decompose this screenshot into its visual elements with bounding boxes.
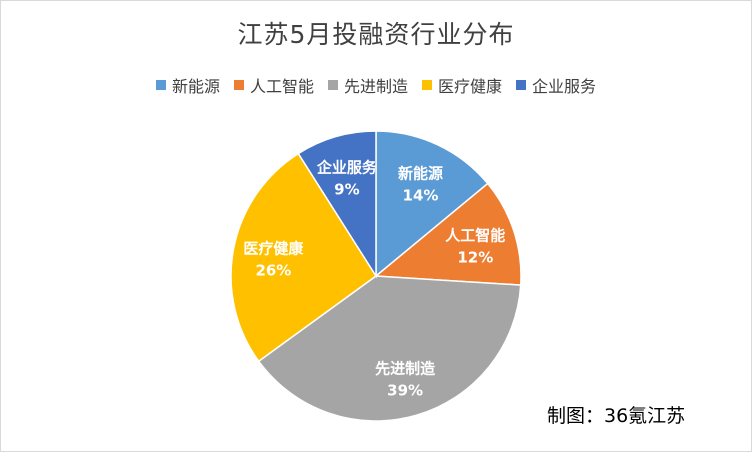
legend-swatch xyxy=(422,80,432,90)
slice-category-label: 先进制造 xyxy=(375,359,435,377)
slice-healthcare xyxy=(230,152,378,363)
slice-new-energy xyxy=(375,130,489,278)
legend-swatch xyxy=(516,80,527,90)
slice-percent-label: 14% xyxy=(403,187,439,205)
slice-percent-label: 12% xyxy=(457,249,493,267)
chart-legend: 新能源 人工智能 先进制造 医疗健康 企业服务 xyxy=(1,73,751,97)
slice-category-label: 新能源 xyxy=(398,165,443,183)
legend-item-advanced-manufacturing: 先进制造 xyxy=(327,73,408,97)
legend-label: 先进制造 xyxy=(343,77,408,96)
legend-item-healthcare: 医疗健康 xyxy=(422,73,502,97)
legend-item-enterprise-services: 企业服务 xyxy=(516,73,596,97)
slice-percent-label: 9% xyxy=(334,181,359,199)
legend-item-ai: 人工智能 xyxy=(233,73,314,97)
legend-label: 医疗健康 xyxy=(438,77,503,96)
slice-ai xyxy=(374,182,522,286)
slice-percent-label: 26% xyxy=(255,261,291,279)
slice-enterprise-services xyxy=(297,130,377,279)
slice-category-label: 人工智能 xyxy=(445,227,505,245)
chart-title: 江苏5月投融资行业分布 xyxy=(237,20,515,49)
chart-credit: 制图：36氪江苏 xyxy=(547,405,686,427)
slice-category-label: 医疗健康 xyxy=(243,239,304,257)
slice-category-label: 企业服务 xyxy=(316,159,378,177)
slice-percent-label: 39% xyxy=(387,381,423,399)
legend-item-new-energy: 新能源 xyxy=(155,73,220,97)
legend-swatch xyxy=(155,80,166,90)
slice-advanced-manufacturing xyxy=(257,275,522,422)
legend-swatch xyxy=(233,80,244,90)
legend-label: 新能源 xyxy=(171,77,220,96)
legend-label: 人工智能 xyxy=(249,77,314,96)
legend-label: 企业服务 xyxy=(532,77,597,96)
legend-swatch xyxy=(327,80,338,90)
